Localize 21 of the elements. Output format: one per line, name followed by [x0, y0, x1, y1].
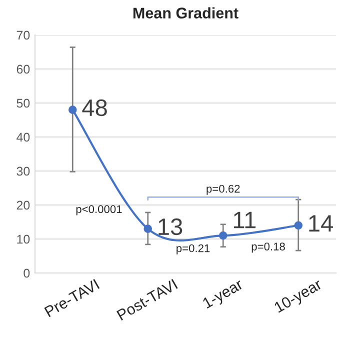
annotation: p=0.21	[176, 244, 210, 254]
annotation: p=0.18	[252, 242, 285, 253]
point	[218, 231, 228, 240]
y-tick-label: 70	[16, 30, 30, 40]
y-tick-label: 40	[16, 132, 30, 142]
point	[294, 221, 303, 230]
annotation: p=0.62	[206, 184, 240, 195]
annotation: p<0.0001	[76, 205, 122, 216]
point	[68, 106, 77, 114]
y-tick-label: 60	[16, 64, 30, 74]
data-label: 14	[309, 215, 333, 232]
data-label: 13	[158, 218, 182, 236]
y-tick-label: 50	[16, 98, 30, 108]
point	[144, 224, 152, 233]
data-label: 11	[234, 212, 256, 228]
data-label: 48	[82, 99, 107, 116]
y-tick-label: 20	[16, 200, 30, 210]
y-tick-label: 0	[24, 268, 30, 278]
y-tick-label: 30	[16, 166, 30, 176]
y-tick-label: 10	[17, 234, 30, 244]
chart-title: Mean Gradient	[133, 7, 238, 18]
